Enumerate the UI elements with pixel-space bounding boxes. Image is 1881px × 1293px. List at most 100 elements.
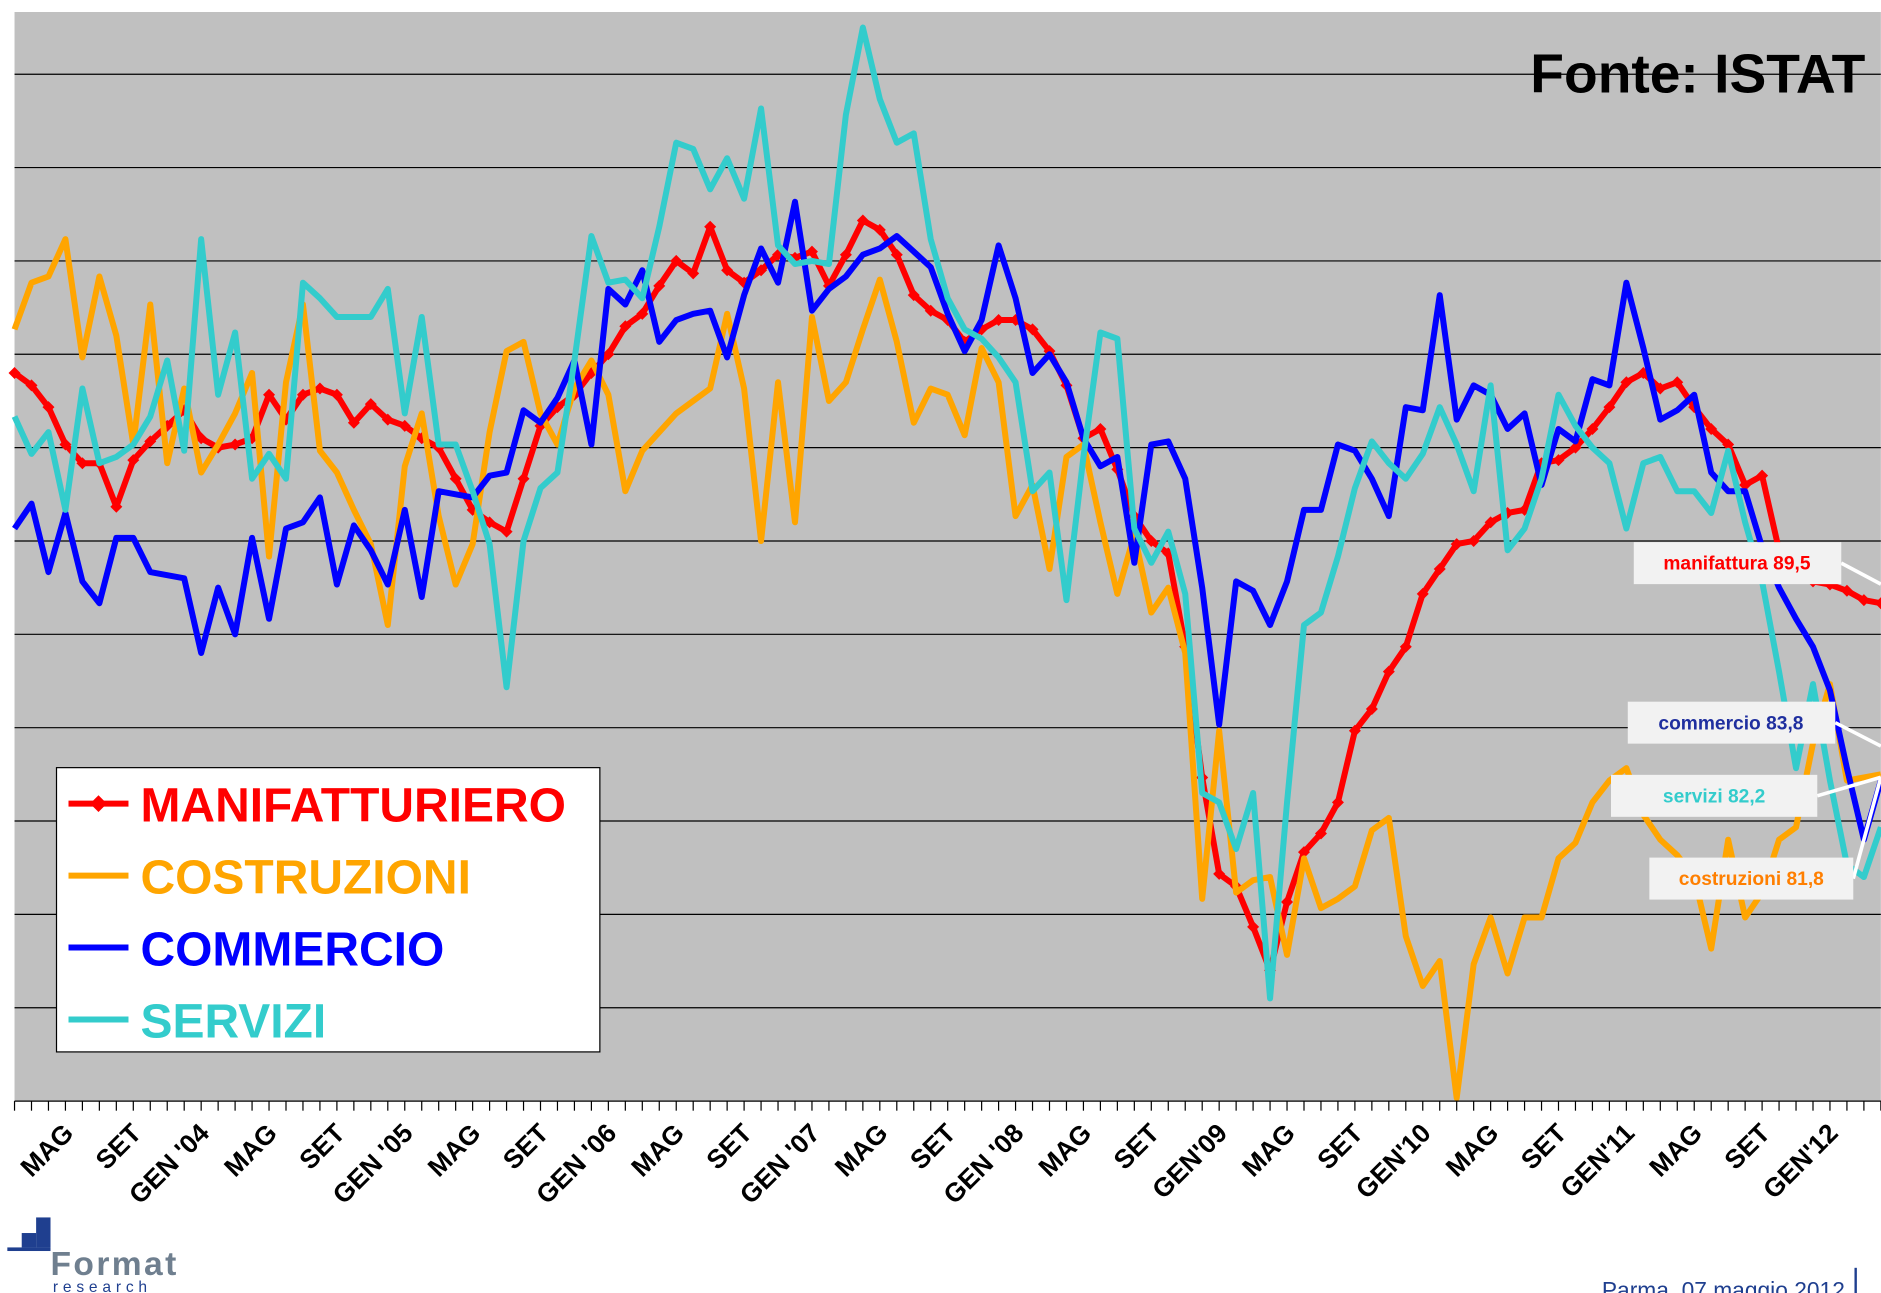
callout-box: [1633, 542, 1842, 585]
x-tick-label: SET: [700, 1118, 757, 1175]
x-tick-label: SET: [293, 1118, 350, 1175]
x-tick-label: MAG: [625, 1118, 690, 1183]
legend-label: COMMERCIO: [140, 924, 444, 977]
data-point: [1552, 454, 1565, 467]
logo: Format research: [7, 1217, 179, 1293]
data-point: [1857, 594, 1870, 607]
data-point: [1433, 562, 1446, 575]
data-point: [704, 220, 717, 233]
data-point: [924, 304, 937, 317]
x-tick-label: MAG: [1033, 1118, 1098, 1183]
x-tick-label: SET: [497, 1118, 554, 1175]
callout-box: [1610, 774, 1818, 817]
data-point: [1297, 846, 1310, 859]
x-tick-label: GEN'09: [1146, 1118, 1233, 1205]
logo-mark: [7, 1247, 51, 1252]
x-tick-label: MAG: [1643, 1118, 1708, 1183]
data-point: [195, 432, 208, 445]
callout-leader: [1816, 775, 1881, 798]
data-point: [1756, 469, 1769, 482]
callout-label: costruzioni 81,8: [1679, 869, 1824, 890]
data-point: [873, 223, 886, 236]
data-point: [1739, 478, 1752, 491]
x-tick-label: MAG: [829, 1118, 894, 1183]
logo-mark: [21, 1233, 37, 1248]
data-point: [381, 413, 394, 426]
data-point: [1314, 827, 1327, 840]
series-line: [11, 24, 1881, 1002]
x-tick-label: SET: [1718, 1118, 1775, 1175]
data-point: [296, 388, 309, 401]
data-point: [1348, 724, 1361, 737]
data-point: [721, 264, 734, 277]
callout-box: [1627, 701, 1836, 744]
series-line: [11, 236, 1881, 1101]
legend-label: MANIFATTURIERO: [140, 780, 565, 833]
data-point: [330, 388, 343, 401]
data-point: [805, 245, 818, 258]
data-point: [110, 500, 123, 513]
callout-leader: [1851, 776, 1881, 880]
data-point: [1026, 323, 1039, 336]
x-tick-label: SET: [1515, 1118, 1572, 1175]
x-tick-label: MAG: [15, 1118, 80, 1183]
data-point: [670, 254, 683, 267]
annotation-layer: Fonte: ISTAT manifattura 89,5 commercio 83…: [1530, 42, 1881, 900]
data-point: [229, 438, 242, 451]
x-tick-label: GEN'12: [1757, 1118, 1844, 1205]
x-tick-label: MAG: [1236, 1118, 1301, 1183]
data-point: [59, 438, 72, 451]
data-point: [1213, 867, 1226, 880]
data-point: [788, 251, 801, 264]
x-tick-label: SET: [1311, 1118, 1368, 1175]
x-tick-label: MAG: [218, 1118, 283, 1183]
callout-label: commercio 83,8: [1658, 713, 1803, 734]
data-point: [602, 348, 615, 361]
data-point: [1705, 422, 1718, 435]
data-point: [1654, 382, 1667, 395]
x-tick-label: GEN'10: [1350, 1118, 1437, 1205]
data-point: [1722, 438, 1735, 451]
x-tick-label: SET: [90, 1118, 147, 1175]
data-point: [1365, 703, 1378, 716]
legend-marker: [90, 795, 107, 813]
data-point: [1281, 895, 1294, 908]
x-tick-label: SET: [1108, 1118, 1165, 1175]
data-point: [483, 516, 496, 529]
data-point: [1094, 422, 1107, 435]
logo-subtext: research: [53, 1279, 152, 1293]
data-point: [263, 388, 276, 401]
source-note: Fonte: ISTAT: [1530, 42, 1865, 104]
data-point: [42, 401, 55, 414]
legend-label: SERVIZI: [140, 996, 326, 1049]
data-point: [1450, 538, 1463, 551]
data-point: [687, 267, 700, 280]
series-layer: [8, 24, 1881, 1101]
x-tick-label: MAG: [422, 1118, 487, 1183]
data-point: [25, 379, 38, 392]
data-point: [1331, 796, 1344, 809]
callout-leader: [1840, 561, 1881, 586]
footer-date: Parma, 07 maggio 2012: [1602, 1277, 1845, 1293]
data-point: [992, 314, 1005, 327]
legend: MANIFATTURIERO COSTRUZIONI COMMERCIO SERVIZ…: [68, 780, 566, 1049]
callout-label: manifattura 89,5: [1663, 554, 1810, 575]
logo-mark: [36, 1217, 51, 1248]
data-point: [1671, 376, 1684, 389]
callout-label: servizi 82,2: [1663, 786, 1765, 807]
x-tick-label: SET: [904, 1118, 961, 1175]
data-point: [1247, 920, 1260, 933]
data-point: [1874, 597, 1881, 610]
series-line: [12, 198, 1881, 843]
legend-box: [55, 767, 601, 1053]
data-point: [1484, 516, 1497, 529]
data-point: [8, 366, 21, 379]
data-point: [144, 435, 157, 448]
logo-text: Format: [51, 1246, 179, 1283]
data-point: [1586, 422, 1599, 435]
callout-leader: [1834, 721, 1881, 748]
callout-box: [1649, 857, 1854, 900]
